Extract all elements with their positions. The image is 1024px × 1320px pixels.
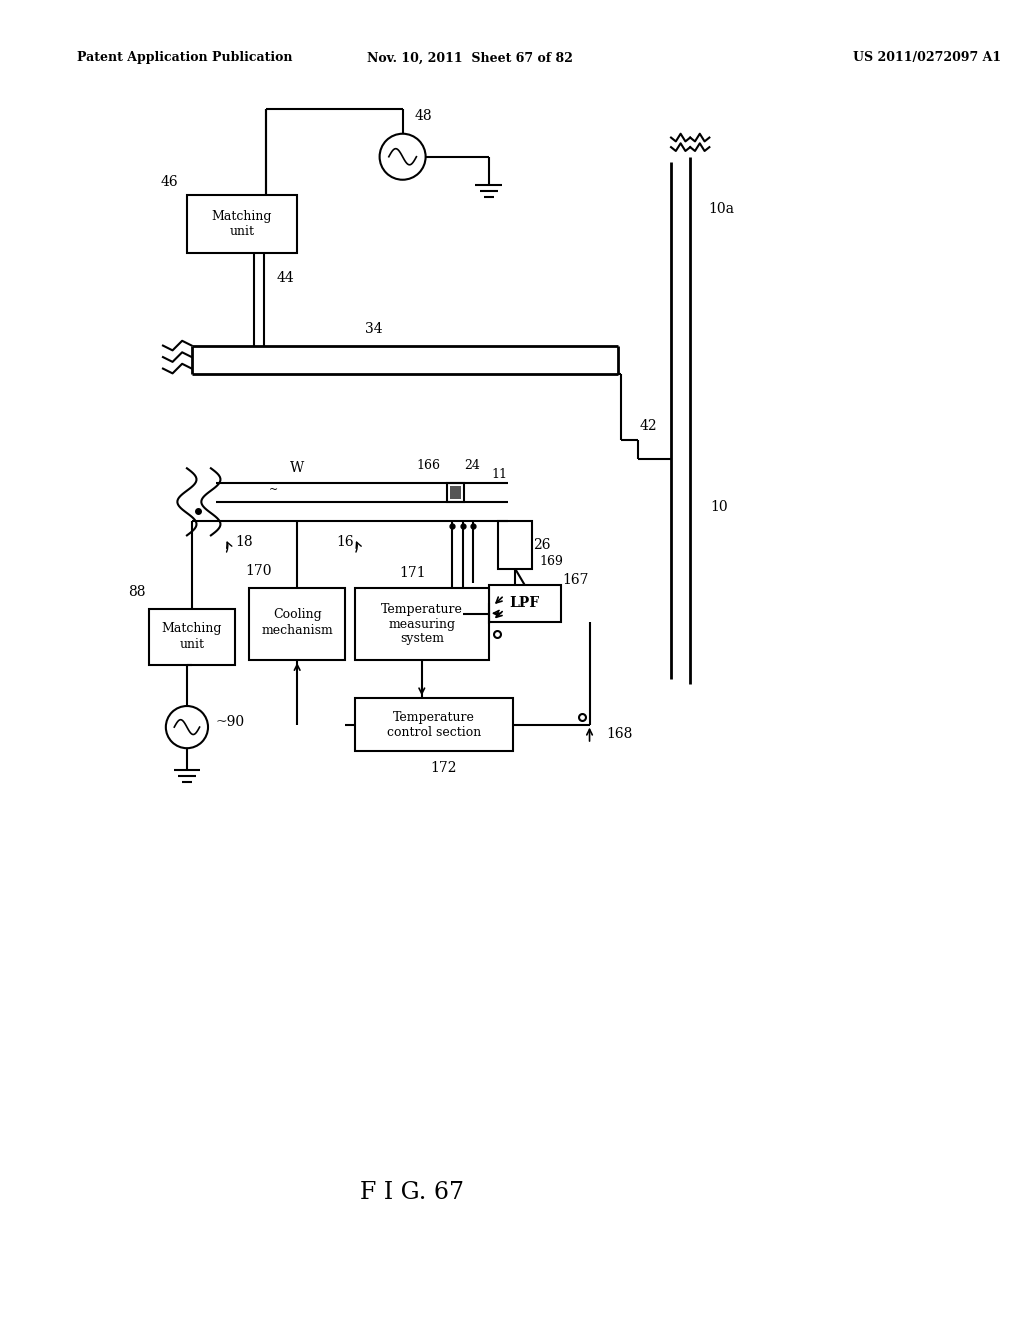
Text: Matching: Matching bbox=[162, 622, 222, 635]
Text: ~90: ~90 bbox=[216, 715, 245, 730]
Text: 170: 170 bbox=[246, 564, 272, 578]
Text: 18: 18 bbox=[236, 535, 253, 549]
Text: 48: 48 bbox=[414, 110, 432, 124]
Text: system: system bbox=[399, 632, 443, 645]
Bar bbox=[148, 610, 234, 665]
Text: LPF: LPF bbox=[510, 597, 540, 610]
Bar bbox=[354, 589, 488, 660]
Text: unit: unit bbox=[229, 224, 255, 238]
Text: 169: 169 bbox=[540, 554, 563, 568]
Text: Cooling: Cooling bbox=[272, 609, 322, 620]
Bar bbox=[488, 585, 561, 622]
Text: Matching: Matching bbox=[212, 210, 272, 223]
Text: F I G. 67: F I G. 67 bbox=[360, 1180, 464, 1204]
Text: 172: 172 bbox=[430, 762, 457, 775]
Text: Temperature: Temperature bbox=[381, 603, 463, 616]
Text: 10a: 10a bbox=[708, 202, 734, 216]
Text: 10: 10 bbox=[710, 500, 728, 513]
Text: 11: 11 bbox=[492, 469, 508, 482]
Bar bbox=[499, 521, 532, 569]
Text: mechanism: mechanism bbox=[261, 624, 333, 638]
Text: 166: 166 bbox=[417, 459, 440, 473]
Text: 167: 167 bbox=[562, 573, 589, 587]
Text: 44: 44 bbox=[276, 272, 295, 285]
Text: control section: control section bbox=[387, 726, 481, 739]
Text: Nov. 10, 2011  Sheet 67 of 82: Nov. 10, 2011 Sheet 67 of 82 bbox=[367, 51, 572, 65]
Bar bbox=[446, 483, 464, 502]
Text: 42: 42 bbox=[639, 418, 656, 433]
Text: ~: ~ bbox=[268, 486, 278, 495]
Text: US 2011/0272097 A1: US 2011/0272097 A1 bbox=[853, 51, 1001, 65]
Text: Temperature: Temperature bbox=[393, 710, 475, 723]
Bar bbox=[187, 195, 297, 252]
Bar bbox=[354, 698, 513, 751]
Text: 88: 88 bbox=[128, 585, 145, 599]
Text: unit: unit bbox=[179, 638, 204, 651]
Text: 34: 34 bbox=[365, 322, 383, 337]
Text: 168: 168 bbox=[607, 727, 633, 742]
Text: 26: 26 bbox=[534, 539, 551, 552]
Text: Patent Application Publication: Patent Application Publication bbox=[77, 51, 292, 65]
Text: W: W bbox=[290, 461, 304, 475]
Text: 171: 171 bbox=[399, 566, 426, 579]
Bar bbox=[450, 486, 461, 499]
Text: 16: 16 bbox=[336, 535, 354, 549]
Text: measuring: measuring bbox=[388, 618, 456, 631]
Bar bbox=[249, 589, 345, 660]
Text: 24: 24 bbox=[465, 459, 480, 473]
Text: 46: 46 bbox=[161, 174, 178, 189]
